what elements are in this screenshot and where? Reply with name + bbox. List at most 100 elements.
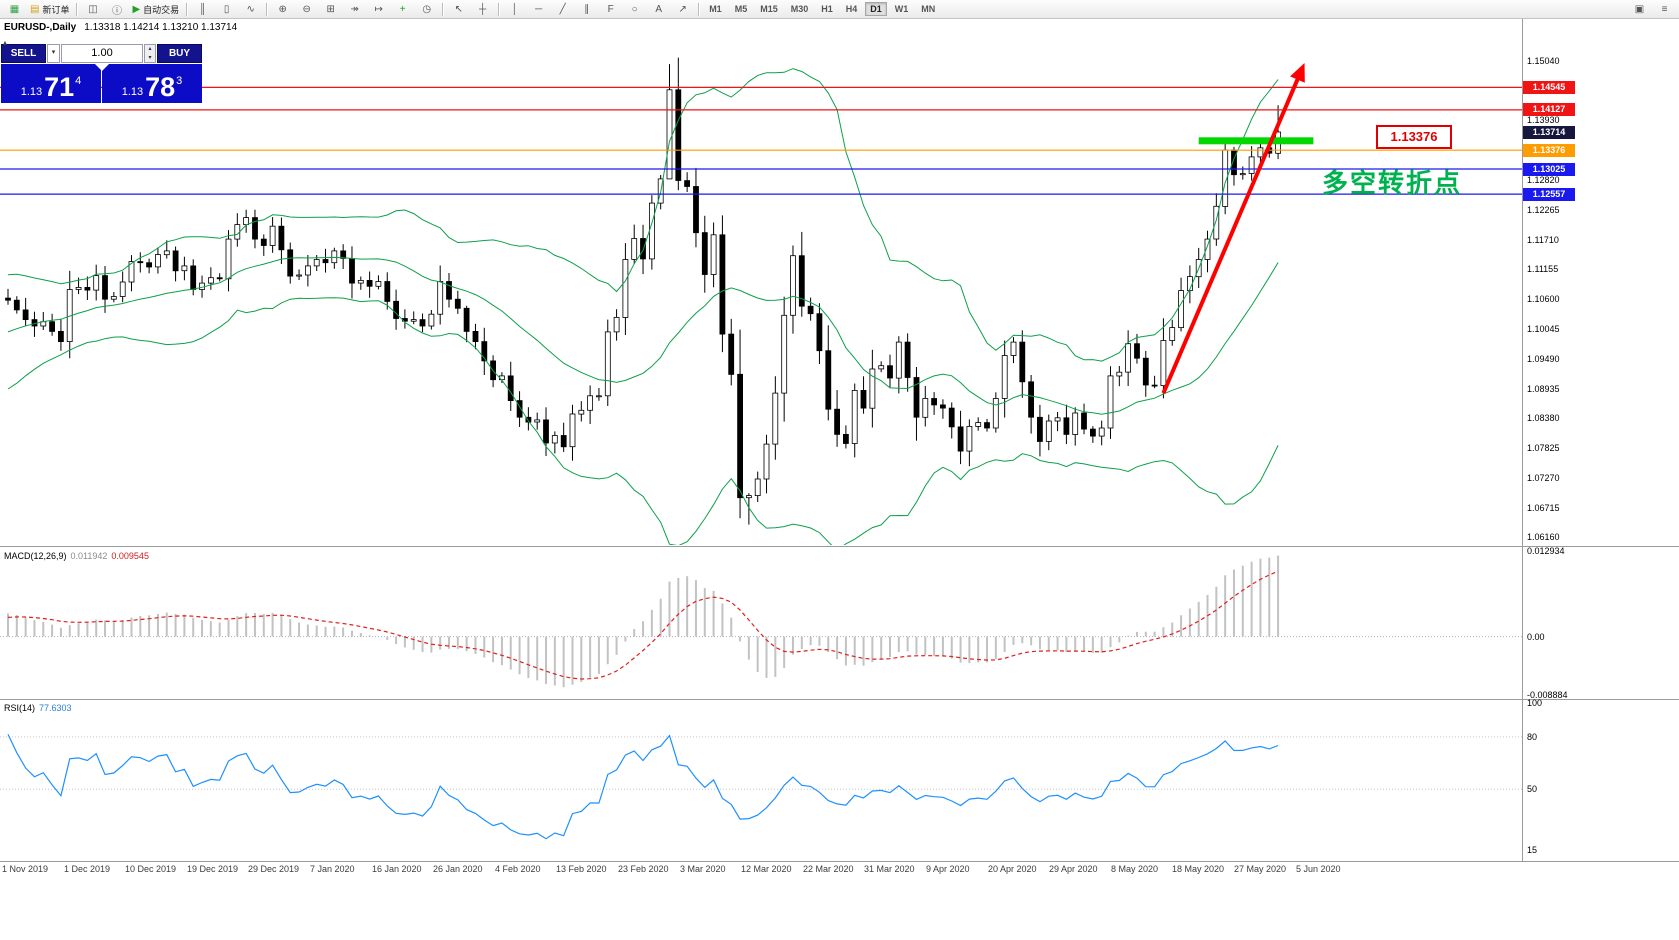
turning-point-annotation[interactable]: 多空转折点 (1322, 168, 1463, 198)
price-level-tag: 1.12557 (1523, 188, 1575, 201)
sell-button[interactable]: SELL (1, 44, 46, 63)
buy-button[interactable]: BUY (157, 44, 202, 63)
bar-chart-icon[interactable]: ║ (191, 1, 214, 17)
volume-up-icon[interactable]: ▴ (148, 46, 152, 52)
timeframe-m1-button[interactable]: M1 (709, 4, 722, 14)
info-icon[interactable]: ⓘ (105, 1, 128, 17)
rsi-indicator-label: RSI(14) 77.6303 (4, 703, 72, 713)
crosshair-icon[interactable]: ┼ (471, 1, 494, 17)
autotrading-button[interactable]: ▶ 自动交易 (129, 1, 182, 17)
date-axis-label: 5 Jun 2020 (1296, 864, 1341, 874)
text-icon: A (655, 3, 663, 15)
date-axis-label: 1 Dec 2019 (64, 864, 111, 874)
fibonacci-icon[interactable]: F (599, 1, 622, 17)
bid-prefix: 1.13 (20, 86, 43, 98)
indicators-icon[interactable]: + (391, 1, 414, 17)
macd-main-value: 0.011942 (70, 551, 108, 561)
dock-window-icon[interactable]: ▣ (1634, 3, 1645, 15)
volume-down-icon[interactable]: ▾ (148, 54, 152, 61)
panel-divider[interactable] (0, 699, 1679, 700)
macd-axis-label: 0.00 (1527, 632, 1545, 642)
price-axis-divider (1522, 19, 1523, 861)
new-order-button[interactable]: ▤ 新订单 (27, 1, 72, 17)
date-axis-label: 31 Mar 2020 (864, 864, 915, 874)
bollinger-bands-layer (7, 68, 1279, 545)
ask-price-button[interactable]: 1.13 78 3 (102, 64, 202, 103)
ellipse-icon: ○ (631, 3, 638, 15)
price-level-tag: 1.14127 (1523, 103, 1575, 116)
zoom-out-icon[interactable]: ⊖ (295, 1, 318, 17)
horizontal-line-icon: ─ (535, 3, 543, 15)
panel-divider[interactable] (0, 546, 1679, 547)
vertical-line-icon: │ (511, 3, 518, 15)
timeframe-h1-button[interactable]: H1 (821, 4, 833, 14)
timeframe-w1-button[interactable]: W1 (894, 4, 909, 14)
app-icon[interactable]: ▦ (3, 1, 26, 17)
toolbar-menu-icon[interactable]: ≡ (1661, 3, 1668, 15)
profiles-icon[interactable]: ◫ (81, 1, 104, 17)
zoom-in-icon[interactable]: ⊕ (271, 1, 294, 17)
bid-price-button[interactable]: 1.13 71 4 (1, 64, 101, 103)
autotrading-button: ▶ (132, 3, 141, 15)
candlestick-chart-icon[interactable]: ▯ (215, 1, 238, 17)
collapse-trade-panel-icon[interactable]: ▴ (3, 38, 8, 47)
trendline-icon: ╱ (559, 3, 566, 15)
app-icon: ▦ (9, 3, 20, 15)
date-axis-label: 22 Mar 2020 (803, 864, 854, 874)
cursor-icon[interactable]: ↖ (447, 1, 470, 17)
date-axis-label: 29 Apr 2020 (1049, 864, 1098, 874)
chart-canvas[interactable] (0, 0, 1679, 862)
trend-arrow-head (1290, 63, 1305, 83)
volume-stepper[interactable]: ▴ ▾ (144, 44, 156, 63)
timeframe-m5-button[interactable]: M5 (734, 4, 748, 14)
new-order-button: ▤ (30, 3, 40, 15)
text-icon[interactable]: A (647, 1, 670, 17)
order-type-dropdown[interactable]: ▾ (47, 44, 60, 63)
toolbar-separator (442, 2, 444, 16)
toolbar-separator (186, 2, 188, 16)
timeframe-m30-button[interactable]: M30 (790, 4, 809, 14)
timeframe-m15-button[interactable]: M15 (760, 4, 778, 14)
timeframe-h4-button[interactable]: H4 (845, 4, 858, 14)
new-order-button-label: 新订单 (42, 4, 70, 15)
chart-shift-icon: ↦ (374, 3, 383, 15)
profiles-icon: ◫ (88, 3, 98, 15)
timeframe-mn-button[interactable]: MN (921, 4, 936, 14)
rsi-axis-label: 15 (1527, 845, 1538, 855)
auto-scroll-icon[interactable]: ↠ (343, 1, 366, 17)
auto-scroll-icon: ↠ (350, 3, 359, 15)
price-axis-label: 1.07270 (1527, 473, 1560, 483)
ellipse-icon[interactable]: ○ (623, 1, 646, 17)
toolbar: ▦ ▤ 新订单 ◫ ⓘ ▶ 自动交易 ║ ▯ ∿ ⊕ ⊖ ⊞ ↠ ↦ + ◷ ↖ ┼ │ ─ ╱ ∥ F ○ A ↗ M1 M5 M15 M… (0, 0, 1679, 19)
periods-icon: ◷ (422, 3, 432, 15)
date-axis-label: 20 Apr 2020 (988, 864, 1037, 874)
ask-pipette: 3 (176, 75, 183, 87)
volume-input[interactable]: 1.00 (61, 44, 143, 63)
zoom-out-icon: ⊖ (302, 3, 311, 15)
bid-big-digits: 71 (44, 72, 75, 102)
chart-shift-icon[interactable]: ↦ (367, 1, 390, 17)
price-axis-label: 1.15040 (1527, 56, 1560, 66)
price-tag-annotation[interactable]: 1.13376 (1376, 125, 1452, 149)
macd-indicator-label: MACD(12,26,9) 0.011942 0.009545 (4, 551, 149, 561)
line-chart-icon[interactable]: ∿ (239, 1, 262, 17)
price-level-tag: 1.13025 (1523, 163, 1575, 176)
horizontal-line-icon[interactable]: ─ (527, 1, 550, 17)
date-axis-label: 8 May 2020 (1111, 864, 1159, 874)
date-axis-label: 13 Feb 2020 (556, 864, 607, 874)
arrow-objects-icon[interactable]: ↗ (671, 1, 694, 17)
periods-icon[interactable]: ◷ (415, 1, 438, 17)
info-icon: ⓘ (111, 5, 122, 17)
price-axis-label: 1.08935 (1527, 384, 1560, 394)
price-axis-label: 1.13930 (1527, 115, 1560, 125)
tile-windows-icon[interactable]: ⊞ (319, 1, 342, 17)
timeframe-d1-button[interactable]: D1 (865, 2, 887, 16)
bb-middle (7, 256, 1279, 415)
vertical-line-icon[interactable]: │ (503, 1, 526, 17)
trend-arrow (1161, 71, 1303, 394)
tile-windows-icon: ⊞ (326, 3, 335, 15)
price-axis-label: 1.12820 (1527, 175, 1560, 185)
date-axis-label: 12 Mar 2020 (741, 864, 792, 874)
channel-icon[interactable]: ∥ (575, 1, 598, 17)
trendline-icon[interactable]: ╱ (551, 1, 574, 17)
